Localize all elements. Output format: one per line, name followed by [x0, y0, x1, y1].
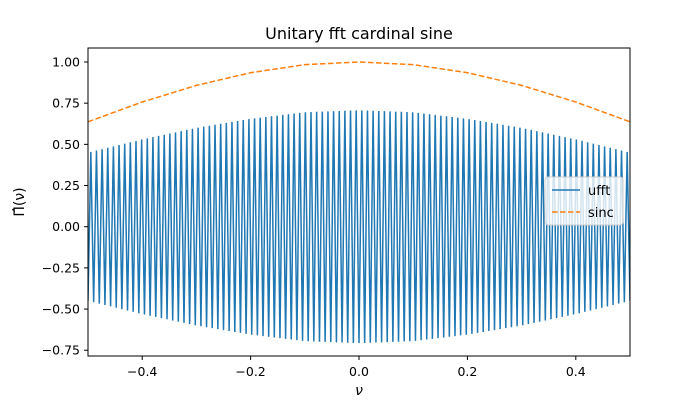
y-axis-label: Π̂(ν) [12, 187, 28, 216]
series-layer [88, 61, 630, 344]
y-tick-label: −0.50 [42, 302, 80, 317]
legend-ufft-label: ufft [588, 184, 610, 199]
series-ufft-line [88, 110, 630, 344]
plot-area [88, 61, 630, 344]
y-tick-label: 1.00 [52, 55, 80, 70]
legend-frame [544, 176, 624, 226]
x-axis-ticks: −0.4 −0.2 0.0 0.2 0.4 [127, 356, 586, 379]
y-tick-label: −0.75 [42, 343, 80, 358]
legend: ufft sinc [544, 176, 624, 226]
x-tick-label: 0.0 [349, 364, 369, 379]
y-axis-ticks: −0.75 −0.50 −0.25 0.00 0.25 0.50 0.75 1.00 [42, 55, 88, 358]
x-tick-label: 0.4 [566, 364, 586, 379]
x-axis-label: ν [355, 383, 363, 399]
x-tick-label: −0.4 [127, 364, 157, 379]
y-tick-label: 0.00 [52, 219, 80, 234]
y-tick-label: 0.25 [52, 178, 80, 193]
y-tick-label: 0.75 [52, 96, 80, 111]
y-tick-label: 0.50 [52, 137, 80, 152]
chart-title: Unitary fft cardinal sine [265, 24, 453, 43]
y-tick-label: −0.25 [42, 260, 80, 275]
legend-sinc-label: sinc [588, 206, 614, 221]
x-tick-label: −0.2 [235, 364, 265, 379]
x-tick-label: 0.2 [457, 364, 477, 379]
